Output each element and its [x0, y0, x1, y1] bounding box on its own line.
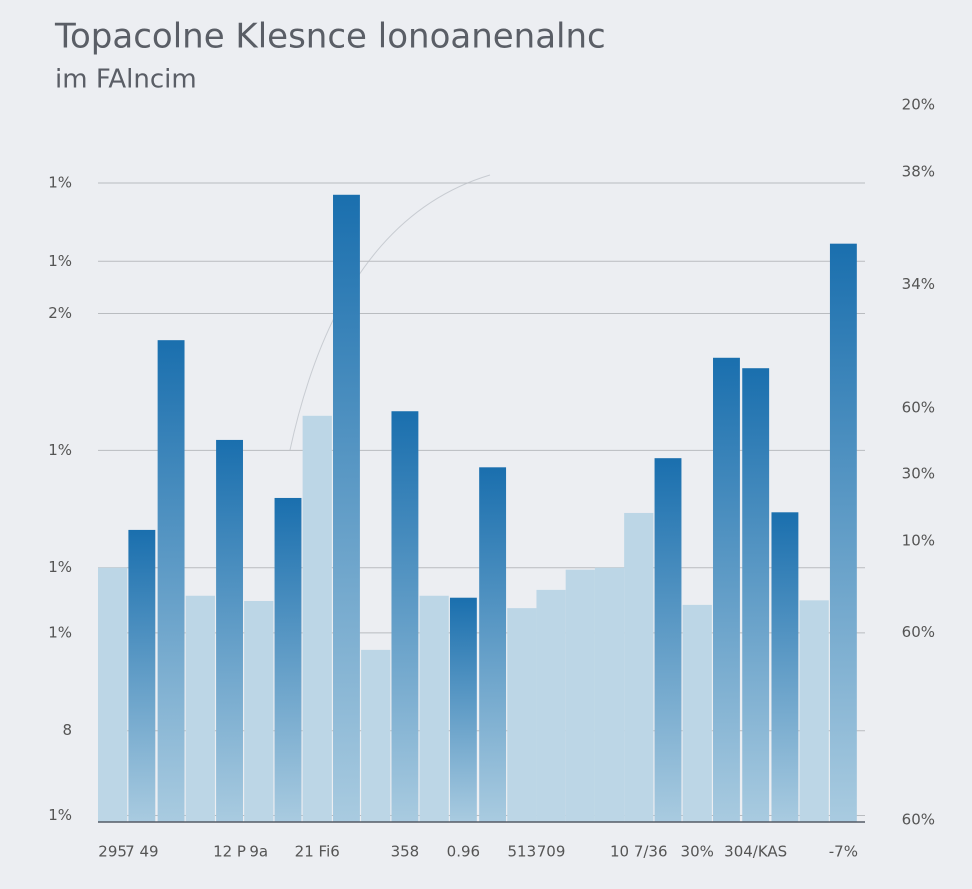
- y-tick-label: 1%: [48, 806, 72, 824]
- x-tick-label: 9a: [249, 843, 268, 861]
- bar: [185, 595, 215, 822]
- bar: [128, 529, 156, 822]
- bar: [479, 467, 507, 822]
- y-tick-label: 1%: [48, 174, 72, 192]
- bar: [391, 411, 419, 822]
- x-tick-label: 513: [508, 843, 537, 861]
- bar: [507, 608, 537, 822]
- bar: [594, 567, 625, 822]
- chart-subtitle: im FAlncim: [55, 65, 197, 95]
- x-tick-label: 10 7/36: [610, 843, 668, 861]
- x-tick-label: 7 49: [125, 843, 158, 861]
- y2-tick-label: 30%: [902, 464, 935, 482]
- bar: [274, 497, 302, 822]
- y2-tick-label: 34%: [902, 275, 935, 293]
- bar: [216, 439, 243, 822]
- y2-tick-label: 20%: [902, 96, 935, 114]
- bar: [624, 512, 654, 822]
- y2-tick-label: 60%: [902, 399, 935, 417]
- bar: [536, 589, 566, 822]
- bar: [419, 595, 449, 822]
- chart-title: Topacolne Klesnce lonoanenalnc: [54, 17, 606, 57]
- x-tick-label: 295: [98, 843, 127, 861]
- bar: [771, 512, 799, 822]
- y2-tick-label: 38%: [902, 163, 935, 181]
- y-tick-label: 8: [62, 721, 72, 739]
- bar: [361, 649, 391, 822]
- x-tick-label: 709: [537, 843, 566, 861]
- bar: [654, 458, 682, 822]
- x-tick-label: 304/KAS: [724, 843, 787, 861]
- bar: [449, 597, 477, 822]
- y-tick-label: 1%: [48, 252, 72, 270]
- bar: [565, 569, 595, 822]
- y2-tick-label: 60%: [902, 811, 935, 829]
- x-tick-label: 358: [391, 843, 420, 861]
- bar: [799, 600, 829, 822]
- bar: [682, 604, 712, 822]
- y-tick-label: 1%: [48, 441, 72, 459]
- bar: [829, 243, 857, 822]
- y2-tick-label: 60%: [902, 623, 935, 641]
- x-tick-label: 12 P: [213, 843, 246, 861]
- decor-curve: [289, 174, 491, 451]
- bar: [742, 368, 770, 822]
- x-tick-label: -7%: [829, 843, 858, 861]
- bar: [333, 194, 360, 822]
- y-tick-label: 2%: [48, 304, 72, 322]
- x-tick-label: 21 Fi6: [295, 843, 340, 861]
- y-tick-label: 1%: [48, 558, 72, 576]
- bar: [302, 415, 332, 822]
- bar: [157, 340, 185, 822]
- bar: [244, 600, 274, 822]
- x-tick-label: 30%: [681, 843, 714, 861]
- bar: [98, 567, 128, 822]
- x-tick-label: 0.96: [447, 843, 480, 861]
- y-tick-label: 1%: [48, 623, 72, 641]
- y2-tick-label: 10%: [902, 532, 935, 550]
- bar: [713, 357, 740, 822]
